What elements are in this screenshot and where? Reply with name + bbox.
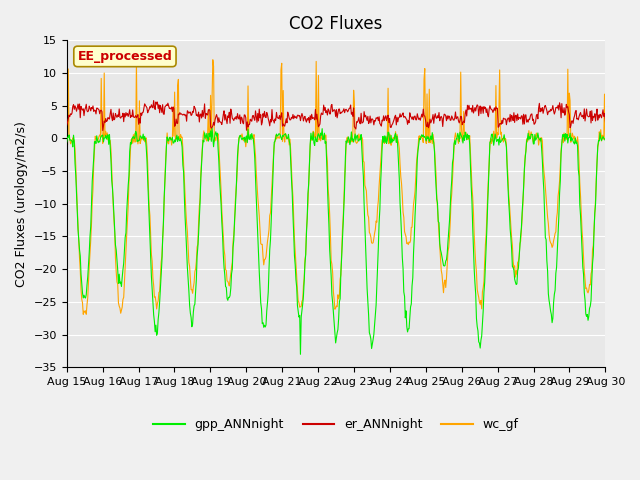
Legend: gpp_ANNnight, er_ANNnight, wc_gf: gpp_ANNnight, er_ANNnight, wc_gf bbox=[148, 413, 524, 436]
Title: CO2 Fluxes: CO2 Fluxes bbox=[289, 15, 383, 33]
Y-axis label: CO2 Fluxes (urology/m2/s): CO2 Fluxes (urology/m2/s) bbox=[15, 121, 28, 287]
Text: EE_processed: EE_processed bbox=[77, 50, 172, 63]
